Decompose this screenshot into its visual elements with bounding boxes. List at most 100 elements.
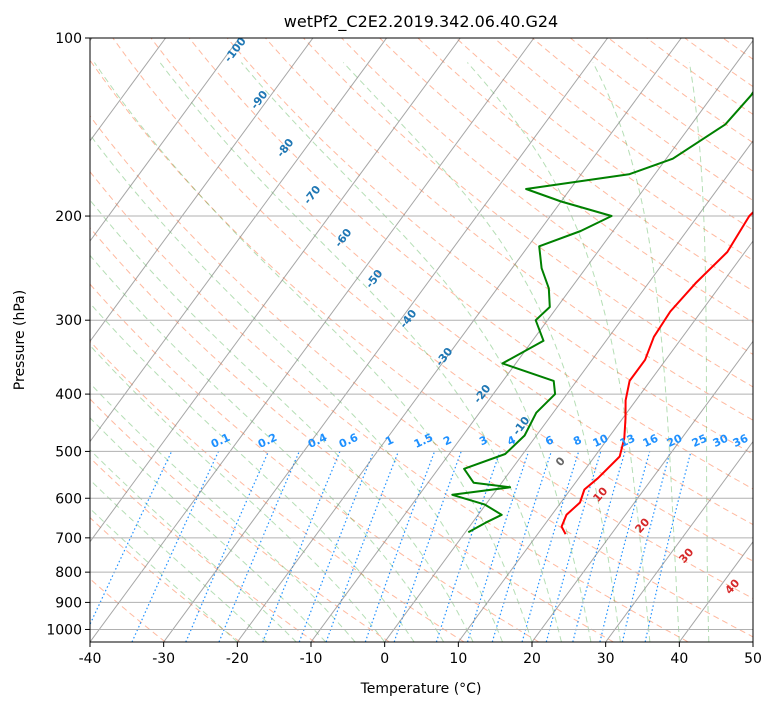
x-tick-label: 0 bbox=[380, 651, 389, 667]
x-tick-label: 30 bbox=[597, 651, 615, 667]
mixing-ratio-line bbox=[90, 451, 173, 626]
dry-adiabat-line bbox=[417, 38, 753, 292]
mixing-ratio-label: 25 bbox=[690, 432, 709, 450]
isotherm-line bbox=[236, 38, 682, 642]
isotherm-line bbox=[163, 38, 609, 642]
mixing-ratio-label: 6 bbox=[543, 433, 556, 448]
dry-adiabat-line bbox=[150, 38, 753, 526]
moist-adiabat-line bbox=[159, 62, 562, 642]
x-tick-label: 10 bbox=[449, 651, 467, 667]
mixing-ratio-label: 3 bbox=[477, 433, 489, 448]
dry-adiabat-line bbox=[90, 227, 614, 642]
dry-adiabat-line bbox=[722, 38, 753, 60]
dry-adiabat-line bbox=[90, 517, 241, 642]
mixing-ratio-line bbox=[491, 451, 552, 642]
moist-adiabat-line bbox=[93, 62, 533, 642]
y-tick-label: 100 bbox=[55, 31, 82, 47]
dry-adiabat-line bbox=[761, 38, 775, 642]
dry-adiabat-line bbox=[379, 38, 753, 323]
x-tick-label: -30 bbox=[152, 651, 175, 667]
moist-adiabat-label: 20 bbox=[632, 515, 652, 535]
mixing-ratio-line bbox=[599, 451, 651, 642]
mixing-ratio-label: 0.1 bbox=[209, 431, 232, 451]
moist-adiabat-line bbox=[90, 479, 268, 642]
dry-adiabat-line bbox=[90, 398, 390, 642]
background-lines bbox=[90, 38, 775, 642]
y-tick-label: 1000 bbox=[46, 622, 82, 638]
dry-adiabat-label: -100 bbox=[222, 35, 249, 65]
dewpoint-profile-line bbox=[451, 90, 753, 534]
x-axis-ticks: -40 -30 -20 -10 0 10 20 30 40 50 bbox=[79, 642, 762, 667]
x-tick-label: 50 bbox=[744, 651, 762, 667]
mixing-ratio-line bbox=[262, 451, 341, 642]
moist-adiabat-line bbox=[688, 62, 710, 642]
moist-adiabat-line bbox=[90, 344, 386, 642]
dry-adiabat-line bbox=[303, 38, 753, 388]
isotherm-line bbox=[310, 39, 753, 642]
dry-adiabat-label: -80 bbox=[274, 136, 297, 160]
mixing-ratio-label: 1 bbox=[383, 433, 395, 448]
mixing-ratio-label: 36 bbox=[731, 432, 751, 450]
dry-adiabat-line bbox=[341, 38, 753, 355]
dry-adiabat-label: -90 bbox=[248, 88, 271, 112]
plot-frame bbox=[89, 37, 754, 643]
dry-adiabat-line bbox=[90, 283, 540, 642]
dry-adiabat-line bbox=[265, 38, 753, 421]
dry-adiabat-label: -40 bbox=[397, 307, 420, 331]
mixing-ratio-label: 8 bbox=[571, 433, 583, 448]
moist-adiabat-line bbox=[592, 62, 680, 642]
mixing-ratio-line bbox=[545, 451, 602, 642]
moist-adiabat-line bbox=[90, 254, 445, 642]
mixing-ratio-label: 2 bbox=[441, 433, 453, 448]
moist-adiabat-label: 10 bbox=[590, 484, 610, 504]
isotherm-line bbox=[90, 38, 314, 343]
isotherm-line bbox=[531, 340, 753, 642]
moist-adiabat-line bbox=[467, 62, 651, 642]
isotherm-line bbox=[457, 240, 753, 642]
moist-adiabat-line bbox=[90, 449, 297, 642]
mixing-ratio-label: 30 bbox=[711, 432, 731, 450]
mixing-ratio-line bbox=[621, 451, 671, 642]
moist-adiabat-label: 0 bbox=[553, 454, 568, 469]
y-axis-label: Pressure (hPa) bbox=[12, 290, 28, 390]
mixing-ratio-label: 0.2 bbox=[256, 431, 279, 451]
y-tick-label: 400 bbox=[55, 387, 82, 403]
x-axis-label: Temperature (°C) bbox=[360, 681, 482, 697]
dry-adiabat-line bbox=[226, 38, 753, 455]
y-tick-label: 500 bbox=[55, 444, 82, 460]
mixing-ratio-line bbox=[466, 451, 530, 642]
moist-adiabat-line bbox=[342, 62, 621, 642]
isotherm-line bbox=[605, 440, 753, 642]
mixing-ratio-line bbox=[572, 451, 626, 642]
moist-adiabat-line bbox=[90, 382, 356, 642]
mixing-ratio-line bbox=[325, 451, 399, 642]
moist-adiabat-line bbox=[90, 302, 415, 642]
isotherm-line bbox=[384, 140, 753, 642]
series-layer bbox=[451, 90, 753, 535]
dry-adiabat-line bbox=[90, 170, 689, 642]
moist-adiabat-line bbox=[90, 133, 503, 642]
y-tick-label: 900 bbox=[55, 595, 82, 611]
dry-adiabat-line bbox=[90, 59, 753, 600]
y-tick-label: 800 bbox=[55, 565, 82, 581]
y-tick-label: 600 bbox=[55, 491, 82, 507]
x-tick-label: 20 bbox=[523, 651, 541, 667]
mixing-ratio-label: 1.5 bbox=[412, 431, 435, 451]
mixing-ratio-line bbox=[644, 451, 692, 642]
mixing-ratio-line bbox=[185, 451, 270, 642]
x-tick-label: -20 bbox=[226, 651, 249, 667]
isotherm-line bbox=[90, 38, 461, 543]
x-tick-label: 40 bbox=[670, 651, 688, 667]
mixing-ratio-line bbox=[298, 451, 375, 642]
isotherm-line bbox=[678, 540, 753, 642]
isotherm-line bbox=[90, 38, 167, 142]
y-axis-ticks: 1000 900 800 700 600 500 400 300 200 100 bbox=[46, 31, 90, 638]
dry-adiabat-line bbox=[90, 457, 315, 642]
x-tick-label: -40 bbox=[79, 651, 102, 667]
moist-adiabat-line bbox=[90, 417, 327, 642]
moist-adiabat-line bbox=[241, 62, 592, 642]
dry-adiabat-line bbox=[188, 38, 753, 490]
dry-adiabat-line bbox=[90, 115, 753, 638]
dry-adiabat-label: -20 bbox=[471, 382, 494, 406]
